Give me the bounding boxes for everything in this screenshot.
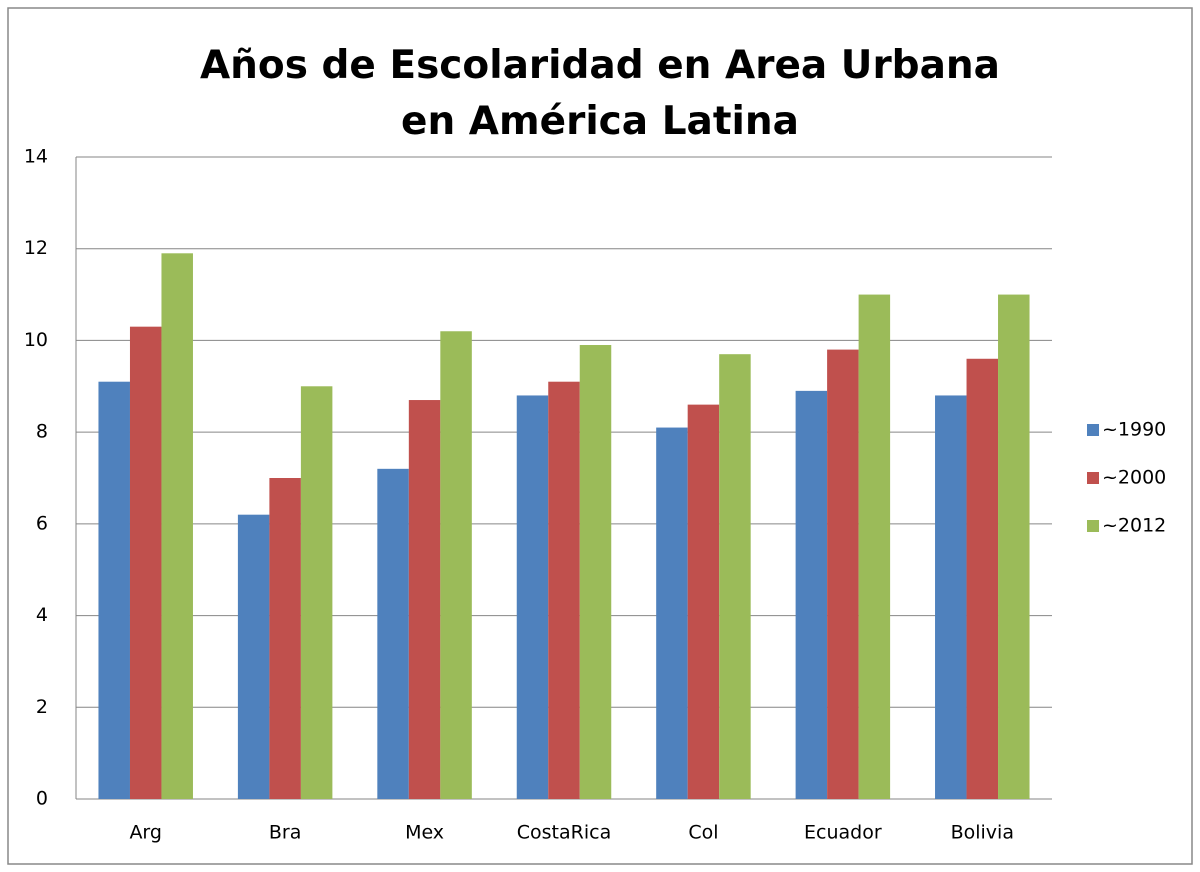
x-tick-label: CostaRica — [517, 822, 611, 844]
y-tick-label: 4 — [36, 604, 48, 626]
chart-title: Años de Escolaridad en Area Urbana en Am… — [199, 43, 1001, 144]
x-tick-label: Mex — [405, 822, 444, 844]
y-tick-label: 2 — [36, 696, 48, 718]
bar — [719, 354, 751, 799]
x-tick-label: Bolivia — [951, 822, 1014, 844]
bar — [935, 395, 967, 799]
bar — [687, 404, 720, 799]
legend-swatch — [1087, 520, 1099, 532]
bar — [656, 427, 688, 799]
bar — [998, 294, 1030, 799]
bar — [516, 395, 549, 799]
y-tick-label: 6 — [36, 512, 48, 534]
bar — [98, 381, 130, 799]
x-tick-label: Ecuador — [804, 822, 882, 844]
x-tick-label: Bra — [269, 822, 302, 844]
y-tick-label: 10 — [24, 329, 48, 351]
bar — [858, 294, 891, 799]
bar — [300, 386, 333, 799]
y-tick-label: 12 — [24, 237, 48, 259]
bar — [827, 349, 859, 799]
bar — [440, 331, 472, 799]
bar — [161, 253, 193, 800]
y-tick-label: 0 — [36, 788, 48, 810]
legend-label: ~1990 — [1102, 419, 1166, 441]
bar — [966, 358, 999, 799]
bar — [408, 400, 441, 799]
bar — [795, 390, 828, 799]
y-tick-label: 8 — [36, 421, 48, 443]
bar — [548, 381, 580, 799]
bar — [269, 478, 301, 799]
bar — [579, 345, 612, 799]
legend-label: ~2012 — [1102, 515, 1166, 537]
bar — [129, 326, 162, 799]
legend-label: ~2000 — [1102, 467, 1166, 489]
legend-swatch — [1087, 424, 1099, 436]
x-tick-label: Arg — [129, 822, 162, 844]
y-tick-label: 14 — [24, 146, 48, 168]
x-tick-label: Col — [688, 822, 718, 844]
legend-swatch — [1087, 472, 1099, 484]
bar — [377, 468, 409, 799]
bar — [237, 514, 270, 799]
